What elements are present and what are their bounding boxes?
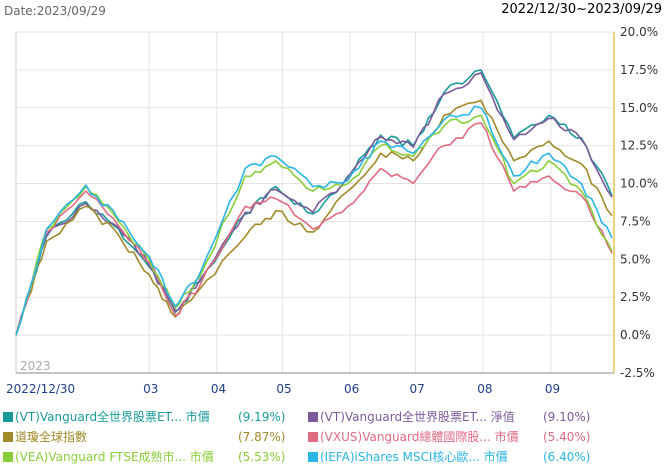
series-line-2 [15, 72, 613, 336]
x-tick-label: 05 [276, 382, 291, 396]
legend-value: (9.10%) [543, 410, 591, 424]
legend-item[interactable]: (VXUS)Vanguard總體國際股... 市價 (5.40%) [308, 427, 608, 447]
y-tick-label: 17.5% [620, 63, 658, 77]
legend-label: (VEA)Vanguard FTSE成熟市... 市價 [15, 450, 214, 464]
x-tick-label: 03 [143, 382, 158, 396]
date-range-label: 2022/12/30~2023/09/29 [501, 2, 662, 17]
x-tick-label: 08 [477, 382, 492, 396]
series-line-1 [15, 69, 613, 336]
series-line-3 [15, 99, 613, 336]
y-tick-label: 2.5% [620, 290, 651, 304]
legend-swatch [308, 432, 318, 442]
legend-value: (5.53%) [238, 450, 286, 464]
legend-value: (6.40%) [543, 450, 591, 464]
x-tick-label: 09 [545, 382, 560, 396]
legend-item[interactable]: (VEA)Vanguard FTSE成熟市... 市價 (5.53%) [3, 447, 303, 467]
x-tick-label: 2022/12/30 [6, 382, 75, 396]
series-line-4 [15, 122, 613, 336]
x-tick-label: 06 [344, 382, 359, 396]
y-tick-label: 15.0% [620, 101, 658, 115]
y-tick-label: 5.0% [620, 252, 651, 266]
y-tick-label: 20.0% [620, 25, 658, 39]
legend-label: (IEFA)iShares MSCI核心歐... 市價 [320, 450, 508, 464]
legend-label: (VXUS)Vanguard總體國際股... 市價 [320, 430, 519, 444]
legend-item[interactable]: (IEFA)iShares MSCI核心歐... 市價 (6.40%) [308, 447, 608, 467]
legend-label: (VT)Vanguard全世界股票ET... 市價 [15, 410, 210, 424]
line-chart: 20.0% 17.5% 15.0% 12.5% 10.0% 7.5% 5.0% 2.5% 0.0… [6, 25, 658, 396]
legend-item[interactable]: (VT)Vanguard全世界股票ET... 市價 (9.19%) [3, 407, 303, 427]
legend-value: (9.19%) [238, 410, 286, 424]
legend-swatch [3, 452, 13, 462]
y-tick-label: 12.5% [620, 139, 658, 153]
legend-swatch [308, 452, 318, 462]
x-tick-label: 04 [211, 382, 226, 396]
legend-swatch [308, 412, 318, 422]
y-tick-label: 7.5% [620, 214, 651, 228]
series-line-6 [15, 105, 613, 336]
y-tick-label: 10.0% [620, 177, 658, 191]
date-label: Date:2023/09/29 [4, 4, 106, 18]
legend-item[interactable]: 道瓊全球指數 (7.87%) [3, 427, 303, 447]
legend-value: (7.87%) [238, 430, 286, 444]
series-line-5 [15, 114, 613, 336]
legend-label: 道瓊全球指數 [15, 430, 88, 444]
legend-swatch [3, 412, 13, 422]
legend-item[interactable]: (VT)Vanguard全世界股票ET... 淨值 (9.10%) [308, 407, 608, 427]
y-tick-label: -2.5% [620, 366, 655, 380]
legend-label: (VT)Vanguard全世界股票ET... 淨值 [320, 410, 515, 424]
legend-swatch [3, 432, 13, 442]
y-tick-label: 0.0% [620, 328, 651, 342]
legend-value: (5.40%) [543, 430, 591, 444]
year-label: 2023 [20, 359, 51, 373]
x-tick-label: 07 [410, 382, 425, 396]
